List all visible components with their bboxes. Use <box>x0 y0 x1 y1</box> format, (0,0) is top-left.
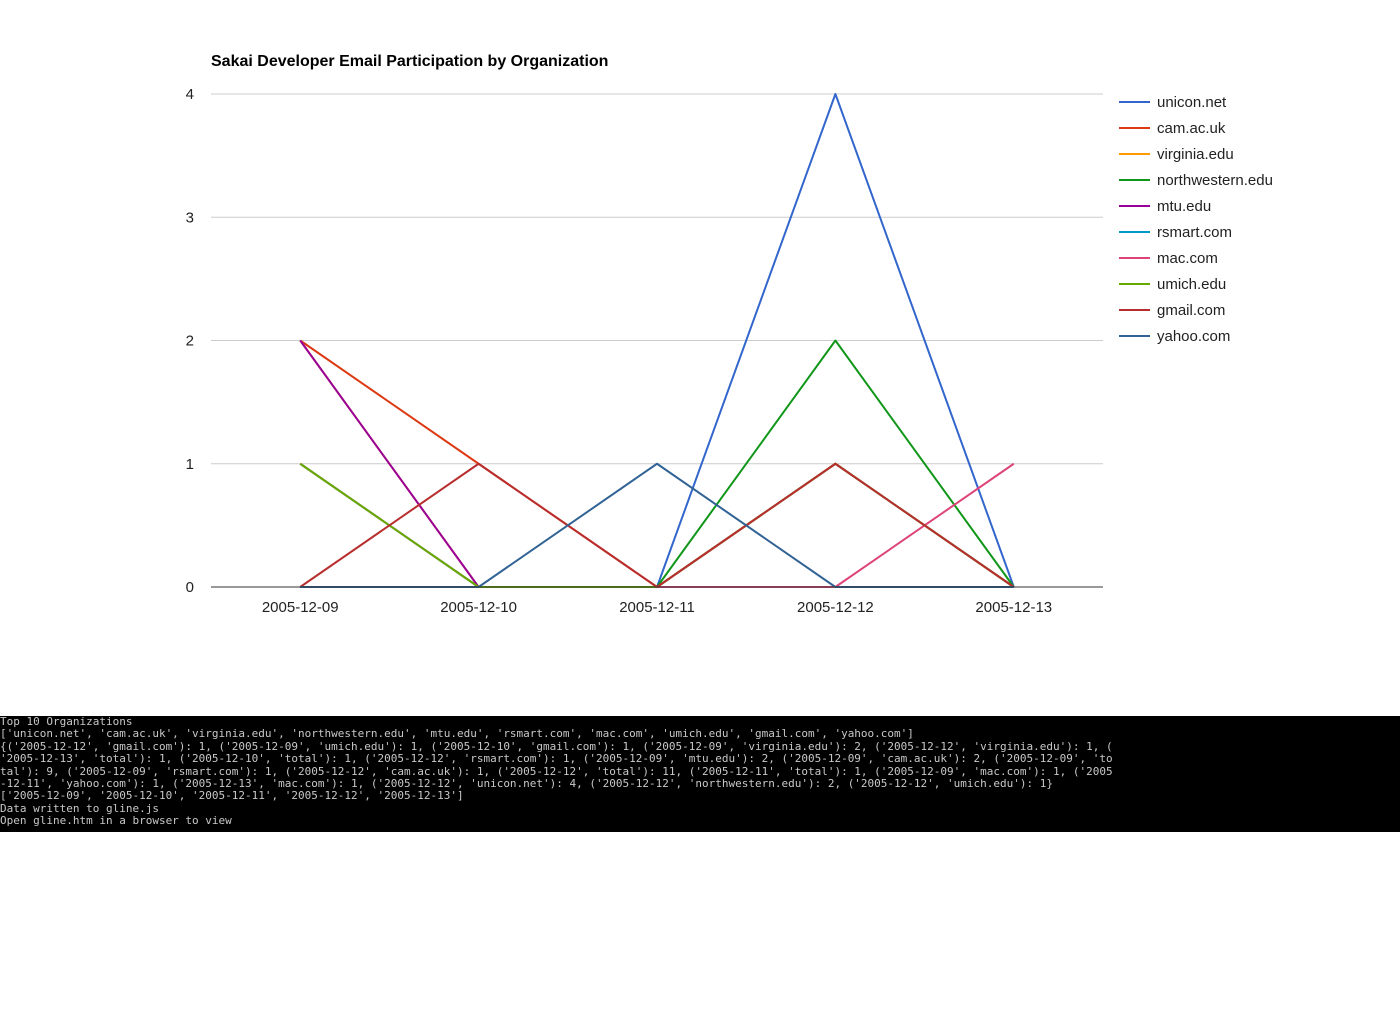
terminal-line: '2005-12-13', 'total'): 1, ('2005-12-10'… <box>0 752 1113 766</box>
chart-gridlines <box>211 93 1103 465</box>
legend-label: yahoo.com <box>1157 328 1230 345</box>
terminal-line: {('2005-12-12', 'gmail.com'): 1, ('2005-… <box>0 739 1113 753</box>
series-line-umich-edu <box>299 462 1015 588</box>
x-tick-label: 2005-12-12 <box>797 599 874 616</box>
terminal-output: Top 10 Organizations ['unicon.net', 'cam.… <box>0 716 1400 832</box>
legend-entry: rsmart.com <box>1119 224 1232 241</box>
legend-label: mtu.edu <box>1157 198 1211 215</box>
legend-label: mac.com <box>1157 250 1218 267</box>
legend-label: gmail.com <box>1157 302 1225 319</box>
legend-label: umich.edu <box>1157 276 1226 293</box>
legend-label: rsmart.com <box>1157 224 1232 241</box>
legend-label: cam.ac.uk <box>1157 120 1226 137</box>
legend-entry: mtu.edu <box>1119 198 1211 215</box>
terminal-line: Data written to gline.js <box>0 801 159 815</box>
chart-legend: unicon.net cam.ac.uk virginia.edu northwest… <box>1119 94 1273 345</box>
legend-label: virginia.edu <box>1157 146 1234 163</box>
terminal-line: -12-11', 'yahoo.com'): 1, ('2005-12-13',… <box>0 776 1053 790</box>
terminal-line: ['unicon.net', 'cam.ac.uk', 'virginia.ed… <box>0 727 914 741</box>
legend-entry: virginia.edu <box>1119 146 1234 163</box>
series-line-gmail-com <box>299 462 1015 588</box>
chart-title: Sakai Developer Email Participation by O… <box>211 53 608 70</box>
terminal-line: ['2005-12-09', '2005-12-10', '2005-12-11… <box>0 789 464 803</box>
legend-entry: unicon.net <box>1119 94 1227 111</box>
chart-axes: 0 1 2 3 4 2005-12-09 2005-12-10 2005-12-11 2005-… <box>186 86 1103 616</box>
legend-label: unicon.net <box>1157 94 1227 111</box>
line-chart: Sakai Developer Email Participation by O… <box>186 53 1273 616</box>
y-tick-label: 3 <box>186 209 194 226</box>
legend-entry: umich.edu <box>1119 276 1226 293</box>
legend-entry: gmail.com <box>1119 302 1225 319</box>
terminal-line: Open gline.htm in a browser to view <box>0 814 232 828</box>
legend-entry: cam.ac.uk <box>1119 120 1226 137</box>
series-line-yahoo-com <box>300 462 1014 588</box>
legend-label: northwestern.edu <box>1157 172 1273 189</box>
x-tick-label: 2005-12-11 <box>619 599 695 616</box>
legend-entry: yahoo.com <box>1119 328 1230 345</box>
legend-entry: northwestern.edu <box>1119 172 1273 189</box>
x-tick-label: 2005-12-10 <box>440 599 517 616</box>
y-tick-label: 0 <box>186 579 194 596</box>
series-line-rsmart-com <box>299 462 1015 588</box>
terminal-line: tal'): 9, ('2005-12-09', 'rsmart.com'): … <box>0 764 1113 778</box>
x-tick-label: 2005-12-13 <box>975 599 1052 616</box>
x-tick-label: 2005-12-09 <box>262 599 339 616</box>
y-tick-label: 1 <box>186 456 194 473</box>
legend-entry: mac.com <box>1119 250 1218 267</box>
y-tick-label: 4 <box>186 86 194 103</box>
terminal-line: Top 10 Organizations <box>0 716 133 728</box>
series-line-mac-com <box>299 462 1015 588</box>
y-tick-label: 2 <box>186 333 194 350</box>
